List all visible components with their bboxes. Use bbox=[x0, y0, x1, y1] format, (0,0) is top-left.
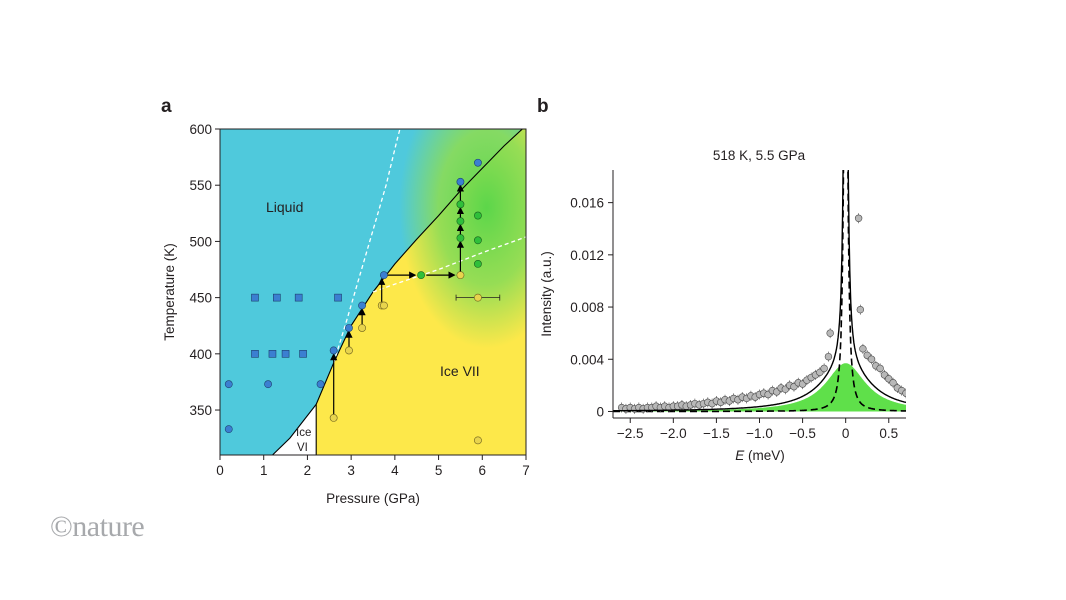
spectrum-plot-area bbox=[613, 170, 906, 414]
y-tick-label-b-1: 0.004 bbox=[570, 352, 604, 367]
x-tick-label-b-5: 0 bbox=[842, 426, 850, 441]
blue-circle-9 bbox=[474, 158, 482, 167]
x-tick-label-a-7: 7 bbox=[522, 463, 530, 478]
x-tick-label-a-6: 6 bbox=[479, 463, 487, 478]
region-label-ice-vi-1: Ice bbox=[296, 427, 311, 439]
blue-circle-6 bbox=[358, 301, 366, 310]
y-tick-label-a-0: 350 bbox=[189, 403, 212, 418]
spectrum-point-49 bbox=[826, 329, 834, 337]
y-tick-label-a-1: 400 bbox=[189, 347, 212, 362]
green-circle-3 bbox=[456, 200, 465, 209]
yellow-circle-0 bbox=[329, 414, 338, 422]
x-tick-label-a-5: 5 bbox=[435, 463, 443, 478]
x-axis-label-b-italic: E bbox=[735, 448, 745, 463]
x-axis-label-a: Pressure (GPa) bbox=[326, 491, 420, 506]
panel-letter-b: b bbox=[537, 96, 549, 117]
x-tick-label-b-3: −1.0 bbox=[746, 426, 773, 441]
blue-circle-5 bbox=[345, 324, 353, 332]
x-axis-label-b-unit: (meV) bbox=[744, 448, 785, 463]
y-axis-label-b: Intensity (a.u.) bbox=[539, 251, 554, 337]
green-circle-0 bbox=[417, 271, 425, 280]
blue-square-7 bbox=[299, 350, 307, 358]
y-tick-label-a-3: 500 bbox=[189, 234, 212, 249]
blue-circle-0 bbox=[224, 380, 233, 389]
dashed-line-upper bbox=[333, 129, 401, 363]
spectrum-point-59 bbox=[889, 379, 897, 387]
region-label-ice-vii: Ice VII bbox=[440, 363, 480, 379]
spectrum-point-50 bbox=[854, 214, 863, 222]
ice-vi-region bbox=[272, 404, 317, 455]
plot-frame-a bbox=[219, 128, 527, 456]
y-tick-label-a-4: 550 bbox=[189, 178, 212, 193]
spectrum-point-48 bbox=[824, 352, 833, 361]
blue-circle-3 bbox=[224, 425, 233, 434]
x-tick-label-a-3: 3 bbox=[347, 463, 355, 478]
blue-square-5 bbox=[268, 350, 277, 358]
blue-square-3 bbox=[334, 293, 342, 302]
spectrum-point-47 bbox=[820, 364, 828, 373]
axis-ticks-a: 0 1 2 3 4 5 6 7 350 400 450 500 550 600 bbox=[189, 122, 529, 478]
blue-square-4 bbox=[251, 350, 259, 358]
y-tick-label-b-0: 0 bbox=[596, 404, 604, 419]
spectrum-data-points bbox=[617, 213, 906, 414]
yellow-circle-6 bbox=[474, 293, 482, 302]
spectrum-point-54 bbox=[867, 355, 876, 363]
green-circle-6 bbox=[474, 259, 482, 268]
data-points bbox=[224, 158, 482, 445]
green-circle-4 bbox=[474, 211, 482, 220]
blue-square-0 bbox=[251, 293, 259, 302]
y-tick-label-a-2: 450 bbox=[189, 291, 212, 306]
phase-regions bbox=[220, 129, 526, 455]
spectrum-point-51 bbox=[856, 305, 865, 314]
x-tick-label-b-6: 0.5 bbox=[879, 426, 898, 441]
yellow-circle-1 bbox=[345, 346, 353, 355]
x-tick-label-a-0: 0 bbox=[216, 463, 224, 478]
y-tick-label-a-5: 600 bbox=[189, 122, 212, 137]
blue-circle-1 bbox=[264, 380, 272, 389]
x-tick-label-b-2: −1.5 bbox=[703, 426, 730, 441]
blue-circle-7 bbox=[380, 271, 388, 280]
spectrum-point-56 bbox=[876, 364, 884, 373]
yellow-circle-5 bbox=[456, 271, 465, 280]
yellow-circle-7 bbox=[474, 436, 482, 445]
blue-square-2 bbox=[294, 293, 303, 302]
x-tick-label-b-0: −2.5 bbox=[617, 426, 644, 441]
y-tick-label-b-2: 0.008 bbox=[570, 300, 604, 315]
x-axis-label-b: E (meV) bbox=[735, 448, 785, 463]
arrows bbox=[330, 184, 464, 415]
blue-square-1 bbox=[273, 293, 281, 302]
green-circle-1 bbox=[456, 234, 465, 242]
phase-diagram-panel: 0 1 2 3 4 5 6 7 350 400 450 500 550 600 Liquid Ice VI… bbox=[162, 122, 530, 506]
chart-title-b: 518 K, 5.5 GPa bbox=[713, 148, 806, 163]
yellow-circle-2 bbox=[358, 324, 366, 332]
x-tick-label-a-4: 4 bbox=[391, 463, 399, 478]
nature-credit: ©nature bbox=[50, 510, 145, 543]
spectrum-panel: 518 K, 5.5 GPa −2.5 −2.0 −1.5 −1.0 −0.5 0 0.5 0… bbox=[539, 148, 906, 463]
y-tick-label-b-4: 0.016 bbox=[570, 196, 604, 211]
x-tick-label-b-4: −0.5 bbox=[789, 426, 816, 441]
spectrum-point-52 bbox=[859, 345, 867, 353]
x-tick-label-a-2: 2 bbox=[304, 463, 312, 478]
y-tick-label-b-3: 0.012 bbox=[570, 248, 604, 263]
region-label-liquid: Liquid bbox=[266, 199, 303, 215]
blue-circle-4 bbox=[329, 346, 338, 355]
blue-square-6 bbox=[281, 350, 290, 358]
green-circle-5 bbox=[474, 236, 482, 245]
elastic-peak-dashed bbox=[613, 170, 906, 413]
x-tick-label-b-1: −2.0 bbox=[660, 426, 687, 441]
total-fit-line bbox=[613, 170, 906, 412]
blue-circle-8 bbox=[456, 177, 465, 186]
blue-circle-2 bbox=[316, 380, 325, 389]
axis-ticks-b: −2.5 −2.0 −1.5 −1.0 −0.5 0 0.5 0 0.004 0.008 0.012… bbox=[570, 196, 898, 441]
region-label-ice-vi-2: VI bbox=[297, 442, 308, 454]
spectrum-point-62 bbox=[902, 389, 906, 397]
x-tick-label-a-1: 1 bbox=[260, 463, 268, 478]
yellow-circle-4 bbox=[380, 301, 388, 310]
y-axis-label-a: Temperature (K) bbox=[162, 243, 177, 341]
green-circle-2 bbox=[456, 217, 465, 226]
panel-letter-a: a bbox=[161, 96, 172, 117]
dashed-line-lower bbox=[372, 236, 526, 293]
